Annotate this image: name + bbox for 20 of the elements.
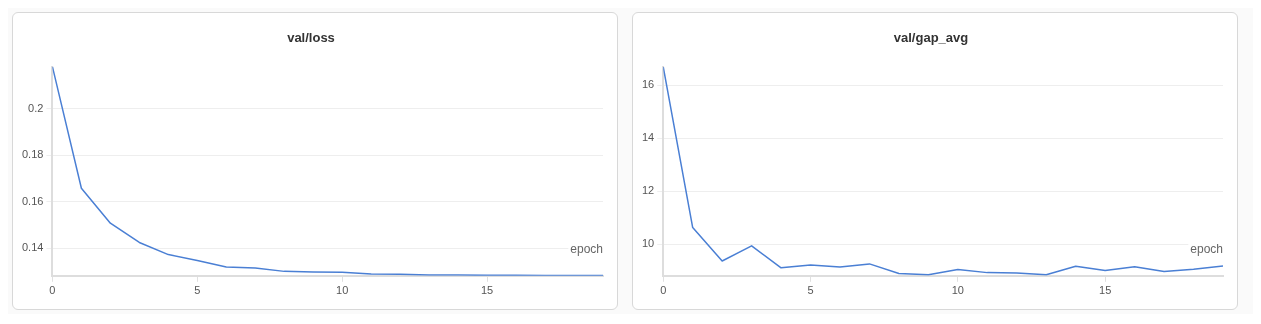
x-tick-label: 15	[1099, 284, 1112, 297]
x-tick-label: 10	[951, 284, 964, 297]
x-tick-label: 15	[480, 284, 494, 297]
x-axis-title: epoch	[1190, 242, 1223, 257]
x-tick-label: 0	[660, 284, 667, 297]
chart-title: val/gap_avg	[893, 30, 969, 46]
x-tick-label: 5	[807, 284, 814, 297]
x-axis-title: epoch	[570, 242, 603, 257]
x-tick-label: 5	[194, 284, 201, 297]
y-tick-label: 0.18	[21, 148, 44, 161]
y-tick-label: 10	[641, 237, 655, 250]
x-tick-label: 0	[49, 284, 56, 297]
y-tick-label: 0.16	[21, 194, 44, 207]
x-tick-label: 10	[336, 284, 349, 297]
y-tick-label: 14	[641, 131, 655, 144]
y-tick-label: 0.2	[28, 101, 44, 114]
chart-title: val/loss	[287, 30, 335, 46]
y-tick-label: 0.14	[21, 241, 44, 254]
y-tick-label: 16	[641, 78, 655, 91]
y-tick-label: 12	[641, 184, 655, 197]
